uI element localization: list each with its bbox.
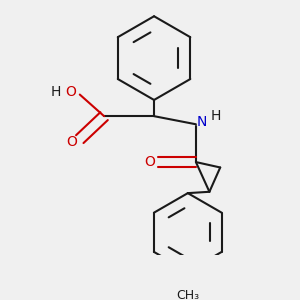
- Text: N: N: [197, 115, 207, 129]
- Text: CH₃: CH₃: [176, 289, 200, 300]
- Text: O: O: [144, 155, 154, 169]
- Text: H: H: [51, 85, 61, 99]
- Text: O: O: [66, 135, 77, 149]
- Text: H: H: [210, 109, 220, 123]
- Text: O: O: [65, 85, 76, 99]
